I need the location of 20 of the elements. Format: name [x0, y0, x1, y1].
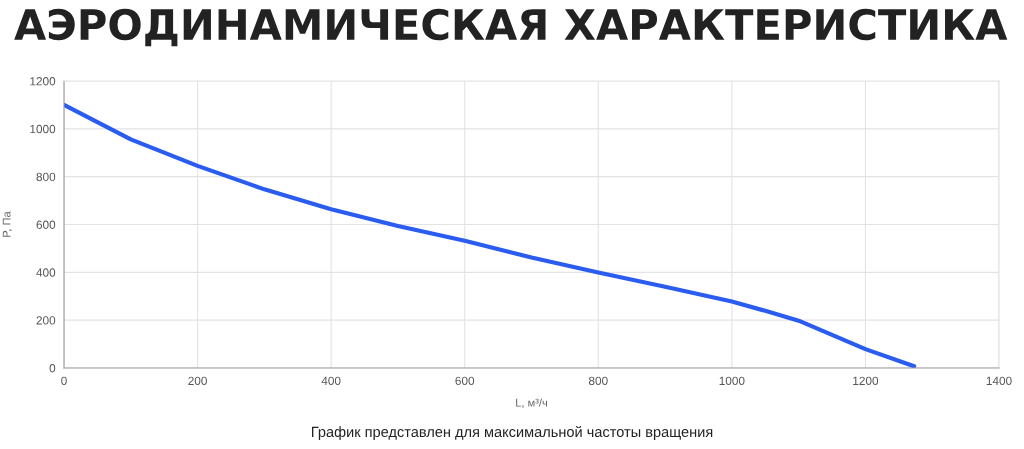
- y-tick-label: 200: [36, 316, 56, 325]
- x-tick-label: 400: [321, 376, 341, 385]
- x-tick-label: 1200: [853, 376, 879, 385]
- y-tick-label: 800: [36, 172, 56, 182]
- x-tick-label: 800: [588, 376, 608, 385]
- y-tick-label: 1200: [30, 77, 56, 86]
- y-tick-label: 1000: [30, 124, 56, 134]
- y-tick-label: 0: [49, 364, 56, 373]
- text: График представлен для максимальной частоты вращения: [311, 426, 713, 440]
- y-tick-label: 600: [36, 220, 56, 229]
- y-axis-title: P, Па: [2, 211, 12, 237]
- x-axis-title: L, м³/ч: [516, 398, 548, 408]
- line-series: [64, 102, 917, 368]
- x-tick-label: 1400: [986, 376, 1012, 385]
- y-tick-label: 400: [36, 268, 56, 277]
- x-tick-label: 200: [188, 376, 207, 385]
- x-tick-label: 1000: [719, 376, 745, 385]
- chart-title: АЭРОДИНАМИЧЕСКАЯ ХАРАКТЕРИСТИКА: [14, 8, 1008, 47]
- x-tick-label: 600: [455, 376, 475, 385]
- x-tick-label: 0: [61, 376, 67, 385]
